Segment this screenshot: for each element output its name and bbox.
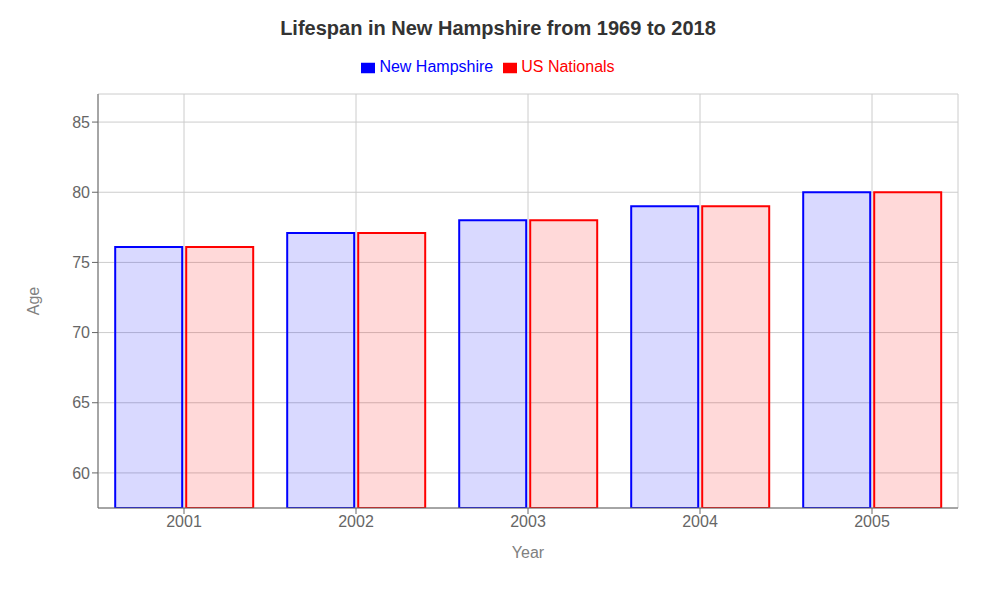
html-text:US Nationals: US Nationals <box>521 58 615 75</box>
html-text:Lifespan in New Hampshire from: Lifespan in New Hampshire from 1969 to 2… <box>280 17 716 39</box>
svg-text:60: 60 <box>72 465 90 482</box>
svg-text:2002: 2002 <box>338 513 374 530</box>
svg-text:2003: 2003 <box>510 513 546 530</box>
svg-text:2001: 2001 <box>166 513 202 530</box>
svg-text:Year: Year <box>512 544 545 561</box>
svg-text:70: 70 <box>72 324 90 341</box>
svg-text:85: 85 <box>72 114 90 131</box>
svg-text:2004: 2004 <box>682 513 718 530</box>
html-text:New Hampshire: New Hampshire <box>379 58 494 75</box>
svg-text:2005: 2005 <box>854 513 890 530</box>
svg-text:Age: Age <box>25 287 42 316</box>
svg-text:75: 75 <box>72 254 90 271</box>
svg-text:65: 65 <box>72 394 90 411</box>
svg-text:80: 80 <box>72 184 90 201</box>
